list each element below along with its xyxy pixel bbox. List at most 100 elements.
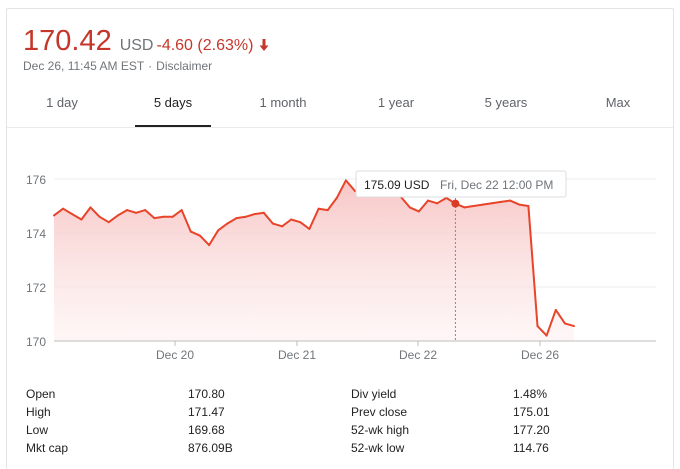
price-line-segment	[290, 218, 302, 224]
current-price: 170.42	[23, 25, 112, 57]
price-line-segment	[235, 215, 247, 220]
price-line-segment	[490, 200, 502, 205]
tooltip-time: Fri, Dec 22 12:00 PM	[440, 178, 553, 192]
stat-prev-close-value: 175.01	[513, 405, 550, 419]
stat-mkt-cap-value: 876.09B	[188, 441, 233, 455]
price-line-segment	[144, 209, 156, 220]
x-tick-label: Dec 26	[521, 348, 559, 362]
tab-1-month[interactable]: 1 month	[259, 95, 307, 110]
x-tick-label: Dec 20	[156, 348, 194, 362]
price-line-segment	[208, 229, 220, 247]
price-line-segment	[262, 211, 274, 225]
price-line-segment	[472, 203, 484, 207]
price-line-segment	[427, 199, 439, 205]
currency-label: USD	[119, 37, 154, 54]
stat-div-yield-label: Div yield	[351, 387, 397, 401]
price-line-segment	[408, 206, 420, 213]
stat-52wk-high-value: 177.20	[513, 423, 550, 437]
price-line-segment	[271, 222, 284, 228]
stat-open-value: 170.80	[188, 387, 225, 401]
price-line-segment	[253, 211, 265, 216]
price-line-segment	[554, 308, 566, 325]
price-line-segment	[217, 222, 229, 232]
price-line-segment	[317, 207, 329, 212]
stat-high-value: 171.47	[188, 405, 225, 419]
price-line-segment	[481, 202, 493, 206]
stat-div-yield-value: 1.48%	[513, 387, 548, 401]
price-line-segment	[536, 325, 548, 337]
price-line-segment	[98, 215, 110, 224]
price-line-segment	[326, 196, 338, 212]
tab-1-day[interactable]: 1 day	[46, 95, 78, 110]
x-tick-label: Dec 22	[399, 348, 437, 362]
price-line-segment	[199, 234, 211, 247]
price-line-segment	[463, 205, 475, 209]
price-line-segment	[71, 213, 83, 221]
y-tick-label: 174	[26, 227, 46, 241]
tab-5-days[interactable]: 5 days	[153, 95, 193, 110]
price-line-segment	[107, 214, 119, 224]
price-line-segment	[89, 206, 101, 218]
tab-1-year[interactable]: 1 year	[377, 95, 415, 110]
price-line-segment	[80, 206, 92, 221]
price-line-segment	[53, 207, 65, 217]
price-line-segment	[281, 218, 293, 228]
price-line-segment	[527, 205, 539, 328]
price-line	[53, 179, 575, 337]
price-line-segment	[545, 308, 557, 337]
arrow-down-icon	[259, 38, 269, 56]
price-line-segment	[500, 199, 512, 203]
range-tabs: 1 day 5 days 1 month 1 year 5 years Max	[7, 87, 673, 128]
price-line-segment	[244, 213, 256, 218]
stat-52wk-low-value: 114.76	[513, 441, 549, 455]
price-line-segment	[509, 199, 521, 206]
tab-max[interactable]: Max	[605, 95, 631, 110]
price-line-segment	[116, 209, 128, 217]
x-tick-label: Dec 21	[278, 348, 316, 362]
price-row: 170.42 USD -4.60 (2.63%)	[23, 25, 269, 58]
price-line-segment	[335, 179, 347, 199]
tooltip-box	[355, 170, 567, 198]
price-line-segment	[126, 209, 138, 214]
y-tick-label: 176	[26, 173, 46, 187]
quote-timestamp-line: Dec 26, 11:45 AM EST · Disclaimer	[23, 59, 212, 73]
separator-dot: ·	[148, 59, 153, 73]
stat-open-label: Open	[26, 387, 56, 401]
price-line-segment	[518, 203, 530, 207]
tooltip-price: 175.09 USD	[364, 178, 430, 192]
price-line-segment	[344, 179, 357, 193]
price-change: -4.60 (2.63%)	[156, 37, 254, 54]
price-line-segment	[399, 195, 411, 209]
y-tick-label: 172	[26, 281, 46, 295]
y-tick-label: 170	[26, 335, 46, 349]
active-tab-indicator	[135, 125, 211, 127]
disclaimer-link[interactable]: Disclaimer	[156, 59, 213, 73]
stat-52wk-high-label: 52-wk high	[351, 423, 410, 437]
price-line-segment	[563, 322, 575, 328]
price-chart[interactable]: 170 172 174 176 175.09 USD Fri, Dec 22 12:0…	[0, 0, 680, 372]
price-line-segment	[171, 209, 183, 218]
tab-5-years[interactable]: 5 years	[484, 95, 528, 110]
y-axis-ticks: 170 172 174 176	[26, 173, 46, 349]
price-line-segment	[153, 215, 165, 220]
price-line-segment	[417, 199, 429, 213]
stat-low-label: Low	[26, 423, 49, 437]
x-axis-ticks: Dec 20 Dec 21 Dec 22 Dec 26	[156, 341, 559, 362]
stat-high-label: High	[26, 405, 51, 419]
price-line-segment	[226, 217, 238, 225]
stat-mkt-cap-label: Mkt cap	[26, 441, 69, 455]
stat-52wk-low-label: 52-wk low	[351, 441, 405, 455]
price-line-segment	[135, 209, 147, 214]
timestamp: Dec 26, 11:45 AM EST	[23, 59, 145, 73]
price-line-segment	[189, 230, 201, 237]
price-line-segment	[299, 221, 311, 230]
price-line-segment	[436, 196, 448, 205]
price-line-segment	[62, 207, 74, 216]
price-tooltip: 175.09 USD Fri, Dec 22 12:00 PM	[355, 170, 567, 198]
stat-prev-close-label: Prev close	[351, 405, 408, 419]
price-line-segment	[308, 207, 320, 230]
stat-low-value: 169.68	[188, 423, 225, 437]
price-area-fill	[54, 180, 574, 341]
hover-point	[451, 199, 460, 208]
price-line-segment	[180, 209, 192, 233]
